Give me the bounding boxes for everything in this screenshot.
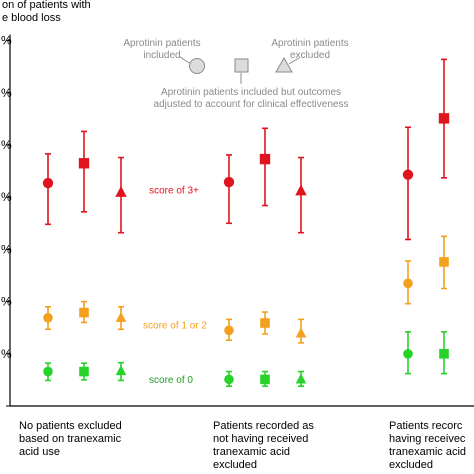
data-point	[78, 130, 90, 213]
data-point	[403, 260, 413, 305]
data-point	[224, 370, 234, 387]
group-label-line: excluded	[213, 459, 257, 471]
data-point	[439, 235, 449, 290]
point-marker-included	[43, 366, 53, 377]
data-point	[295, 370, 307, 387]
point-marker-adjusted	[260, 374, 270, 385]
point-marker-adjusted	[439, 257, 449, 267]
data-point	[223, 154, 235, 225]
point-marker-included	[223, 176, 235, 188]
data-point	[43, 362, 53, 382]
group-label-line: tranexamic acid	[389, 446, 466, 458]
point-marker-adjusted	[438, 113, 450, 124]
legend-square-icon	[234, 58, 249, 73]
point-marker-adjusted	[260, 318, 270, 328]
point-marker-excluded	[115, 186, 127, 197]
y-tick-label: %	[1, 190, 12, 204]
y-tick-label: %	[1, 347, 12, 361]
y-axis-title-line: on of patients with	[2, 0, 91, 11]
point-marker-excluded	[295, 184, 307, 196]
group-label-line: Patients recorded as	[213, 420, 314, 432]
point-marker-included	[224, 374, 234, 385]
point-marker-adjusted	[78, 158, 90, 169]
legend-included-label: Aprotinin patients	[123, 38, 200, 49]
y-tick-label: %	[1, 34, 12, 48]
point-marker-excluded	[115, 311, 127, 322]
data-point	[260, 311, 270, 335]
group-label-line: tranexamic acid	[213, 446, 290, 458]
group-label-line: acid use	[19, 446, 60, 458]
data-point	[439, 331, 449, 375]
point-marker-included	[43, 312, 53, 323]
group-label-line: not having received	[213, 433, 308, 445]
point-marker-included	[402, 169, 414, 180]
data-point	[259, 127, 271, 207]
y-tick-label: %	[1, 138, 12, 152]
y-axis: %%%%%%%	[1, 34, 474, 407]
point-marker-adjusted	[79, 366, 89, 377]
point-marker-adjusted	[259, 153, 271, 165]
data-marks	[42, 58, 450, 387]
legend-triangle-icon	[275, 56, 293, 73]
legend-included-label: included	[143, 50, 180, 61]
y-tick-label: %	[1, 86, 12, 100]
group-label-line: excluded	[389, 459, 433, 471]
group-label-line: No patients excluded	[19, 420, 122, 432]
annotation-score-mid: score of 1 or 2	[143, 321, 207, 332]
legend-leader	[179, 56, 192, 65]
legend-circle-icon	[189, 58, 205, 74]
legend-excluded-label: excluded	[290, 50, 330, 61]
point-marker-excluded	[295, 327, 307, 338]
data-point	[115, 156, 127, 234]
group-label-line: having receivec	[389, 433, 466, 445]
data-point	[402, 126, 414, 241]
data-point	[224, 318, 234, 342]
legend-adjusted-label: Aprotinin patients included but outcomes	[161, 87, 341, 98]
point-marker-excluded	[115, 365, 127, 376]
y-axis-title-line: e blood loss	[2, 12, 61, 24]
annotations: score of 3+ score of 1 or 2 score of 0	[143, 185, 207, 385]
annotation-score-low: score of 0	[149, 375, 193, 386]
data-point	[79, 300, 89, 324]
data-point	[79, 362, 89, 381]
legend-leader	[288, 57, 300, 65]
point-marker-adjusted	[439, 349, 449, 359]
y-tick-label: %	[1, 295, 12, 309]
point-marker-adjusted	[79, 307, 89, 318]
data-point	[295, 156, 307, 234]
data-point	[260, 370, 270, 387]
legend-adjusted-label: adjusted to account for clinical effecti…	[154, 99, 349, 110]
point-marker-included	[403, 278, 413, 289]
point-marker-included	[224, 325, 234, 336]
legend-excluded-label: Aprotinin patients	[271, 38, 348, 49]
data-point	[115, 361, 127, 382]
point-marker-excluded	[295, 373, 307, 384]
data-point	[403, 331, 413, 375]
data-point	[115, 306, 127, 331]
y-tick-label: %	[1, 242, 12, 256]
point-marker-included	[403, 349, 413, 359]
point-marker-included	[42, 177, 54, 189]
data-point	[43, 306, 53, 331]
group-label-line: based on tranexamic	[19, 433, 122, 445]
annotation-score-high: score of 3+	[149, 185, 199, 196]
data-point	[295, 318, 307, 344]
group-label-line: Patients recorc	[389, 420, 463, 432]
data-point	[42, 153, 54, 226]
data-point	[438, 58, 450, 179]
